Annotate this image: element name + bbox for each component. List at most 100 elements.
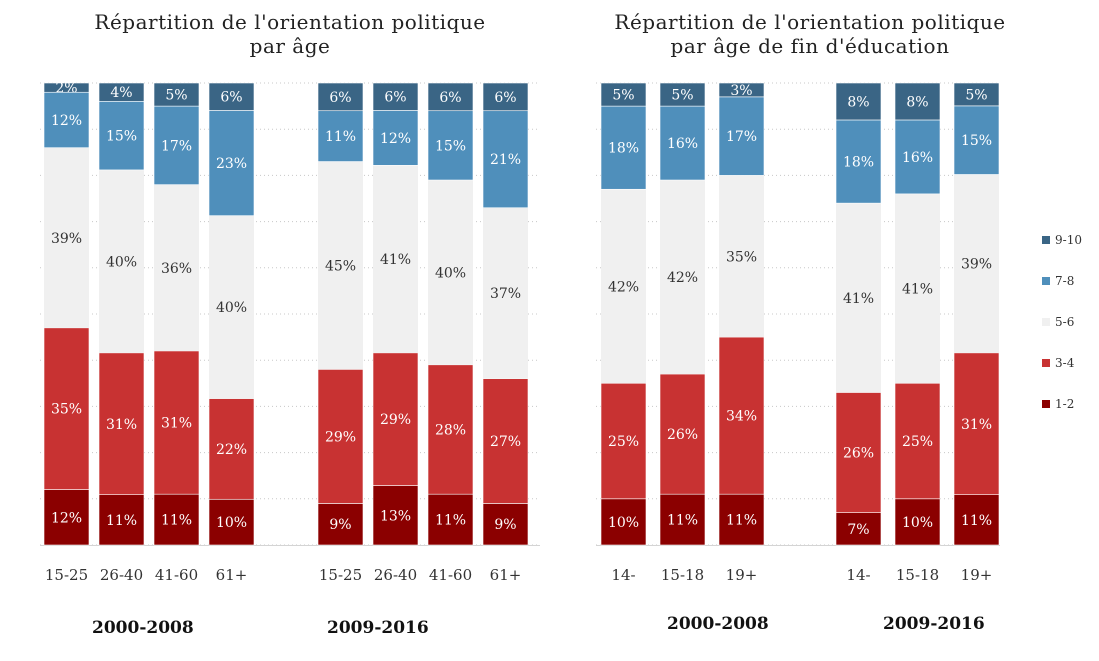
chart-1-data-label-7-8-26-40: 12%	[380, 131, 411, 147]
chart-2-data-label-7-8-19+: 17%	[726, 129, 757, 145]
chart-1-bar-segment-1-2-61+	[208, 498, 255, 546]
chart-1-data-label-7-8-61+: 21%	[490, 152, 521, 168]
chart-1-tick-label-15-25: 15-25	[45, 566, 88, 584]
chart-1-tick-label-41-60: 41-60	[155, 566, 198, 584]
chart-2-bar-segment-5-6-14-	[601, 189, 646, 384]
chart-2-data-label-3-4-19+: 34%	[726, 409, 757, 425]
chart-1-bar-segment-5-6-61+	[483, 207, 528, 379]
chart-1-bar-segment-5-6-26-40	[373, 165, 418, 353]
chart-1-bar-segment-3-4-41-60	[153, 350, 200, 495]
chart-2-data-label-7-8-14-: 18%	[608, 141, 639, 157]
chart-1-data-label-1-2-15-25: 9%	[329, 517, 351, 533]
chart-1-bar-segment-5-6-15-25	[318, 161, 363, 370]
chart-1-bar-segment-9-10-26-40	[98, 82, 145, 102]
chart-2-bar-segment-9-10-19+	[718, 82, 765, 98]
legend-swatch-5-6	[1042, 317, 1050, 326]
chart-1-data-label-5-6-41-60: 36%	[161, 261, 192, 277]
chart-2-data-label-7-8-14-: 18%	[843, 155, 874, 171]
chart-2-data-label-5-6-19+: 39%	[961, 257, 992, 273]
chart-1-bar-segment-9-10-41-60	[153, 82, 200, 107]
chart-1-period-label-1: 2000-2008	[92, 618, 194, 638]
chart-1-data-label-3-4-61+: 22%	[216, 442, 247, 458]
legend-swatch-1-2	[1042, 399, 1050, 408]
chart-1-data-label-7-8-41-60: 15%	[435, 138, 466, 154]
chart-1-data-label-1-2-61+: 10%	[216, 515, 247, 531]
chart-2-tick-label-15-18: 15-18	[896, 566, 939, 584]
chart-1-tick-label-26-40: 26-40	[100, 566, 143, 584]
chart-1-data-label-3-4-26-40: 29%	[380, 412, 411, 428]
legend-item-3-4: 3-4	[1042, 352, 1099, 373]
chart-1-bar-segment-5-6-15-25	[44, 147, 89, 328]
chart-1-data-label-5-6-15-25: 45%	[325, 258, 356, 274]
chart-1-data-label-7-8-15-25: 11%	[325, 129, 356, 145]
chart-1-data-label-1-2-41-60: 11%	[435, 513, 466, 529]
chart-1-data-label-9-10-15-25: 6%	[329, 90, 351, 106]
chart-2-plot: 10% 25% 42% 18% 5% 14- 11% 26% 42% 16% 5% 15-18 11% 3…	[596, 82, 1000, 584]
legend-swatch-9-10	[1042, 235, 1050, 244]
chart-1-title-line-1: Répartition de l'orientation politique	[94, 10, 486, 34]
chart-1-tick-label-61+: 61+	[490, 566, 522, 584]
chart-1-data-label-3-4-41-60: 31%	[161, 416, 192, 432]
chart-2-period-label-1: 2000-2008	[667, 614, 769, 634]
chart-2-bar-segment-7-8-19+	[718, 96, 765, 176]
chart-1-bar-segment-7-8-41-60	[153, 105, 200, 185]
legend-item-5-6: 5-6	[1042, 311, 1099, 332]
chart-2-data-label-3-4-15-18: 25%	[902, 434, 933, 450]
chart-1-period-label-2: 2009-2016	[327, 618, 429, 638]
legend-label-5-6: 5-6	[1055, 314, 1075, 329]
chart-1-bar-segment-3-4-15-25	[317, 369, 364, 504]
chart-2-data-label-3-4-19+: 31%	[961, 417, 992, 433]
chart-1-data-label-1-2-26-40: 13%	[380, 508, 411, 524]
chart-1-data-label-9-10-15-25: 2%	[55, 81, 77, 97]
chart-1-data-label-9-10-41-60: 5%	[165, 88, 187, 104]
chart-1-bar-segment-5-6-26-40	[99, 169, 144, 353]
chart-1-bar-segment-1-2-15-25	[43, 489, 90, 546]
chart-2-bar-segment-9-10-15-18	[659, 82, 706, 107]
chart-1-bar-segment-3-4-26-40	[98, 352, 145, 495]
chart-1-bar-segment-7-8-15-25	[317, 110, 364, 162]
chart-2-tick-label-14-: 14-	[611, 566, 635, 584]
chart-2-data-label-5-6-14-: 41%	[843, 291, 874, 307]
legend-label-9-10: 9-10	[1055, 232, 1082, 247]
chart-2-bar-segment-3-4-19+	[953, 352, 1000, 495]
chart-1-data-label-5-6-15-25: 39%	[51, 231, 82, 247]
chart-2-title: Répartition de l'orientation politique p…	[580, 10, 1040, 58]
chart-2-bar-segment-9-10-19+	[953, 82, 1000, 107]
chart-2-bar-segment-1-2-14-	[600, 498, 647, 546]
chart-1-bar-segment-7-8-26-40	[372, 110, 419, 166]
chart-1-data-label-9-10-26-40: 6%	[384, 90, 406, 106]
chart-2-data-label-7-8-15-18: 16%	[667, 136, 698, 152]
chart-1-bar-segment-5-6-61+	[209, 215, 254, 399]
chart-1-bar-segment-9-10-61+	[482, 82, 529, 112]
chart-2-data-label-9-10-19+: 5%	[965, 87, 987, 103]
chart-1-data-label-5-6-26-40: 41%	[380, 252, 411, 268]
chart-1-data-label-5-6-41-60: 40%	[435, 265, 466, 281]
chart-1-title-line-2: par âge	[249, 34, 331, 58]
chart-1-tick-label-61+: 61+	[216, 566, 248, 584]
chart-1-bar-segment-9-10-15-25	[43, 82, 90, 93]
chart-2-period-label-2: 2009-2016	[883, 614, 985, 634]
chart-1-data-label-1-2-26-40: 11%	[106, 513, 137, 529]
chart-1-data-label-3-4-15-25: 35%	[51, 402, 82, 418]
legend-label-1-2: 1-2	[1055, 396, 1075, 411]
chart-2-bar-segment-5-6-14-	[836, 203, 881, 393]
chart-2-data-label-1-2-19+: 11%	[726, 513, 757, 529]
chart-2-data-label-3-4-14-: 25%	[608, 434, 639, 450]
chart-2-data-label-9-10-15-18: 5%	[671, 88, 693, 104]
chart-1-title: Répartition de l'orientation politique p…	[40, 10, 540, 58]
chart-1-bar-segment-1-2-15-25	[317, 503, 364, 546]
chart-1-data-label-1-2-41-60: 11%	[161, 513, 192, 529]
chart-2-data-label-9-10-14-: 5%	[612, 88, 634, 104]
chart-2-data-label-9-10-14-: 8%	[847, 94, 869, 110]
chart-2-data-label-1-2-15-18: 10%	[902, 515, 933, 531]
chart-2-data-label-3-4-15-18: 26%	[667, 427, 698, 443]
chart-2-tick-label-14-: 14-	[846, 566, 870, 584]
chart-2-data-label-5-6-15-18: 41%	[902, 282, 933, 298]
chart-1-data-label-7-8-15-25: 12%	[51, 113, 82, 129]
chart-2-bar-segment-9-10-14-	[600, 82, 647, 107]
chart-2-data-label-5-6-15-18: 42%	[667, 270, 698, 286]
chart-1-data-label-7-8-41-60: 17%	[161, 138, 192, 154]
chart-1-bar-segment-7-8-41-60	[427, 110, 474, 181]
chart-1-data-label-5-6-61+: 37%	[490, 286, 521, 302]
chart-2-bar-segment-3-4-15-18	[894, 382, 941, 500]
